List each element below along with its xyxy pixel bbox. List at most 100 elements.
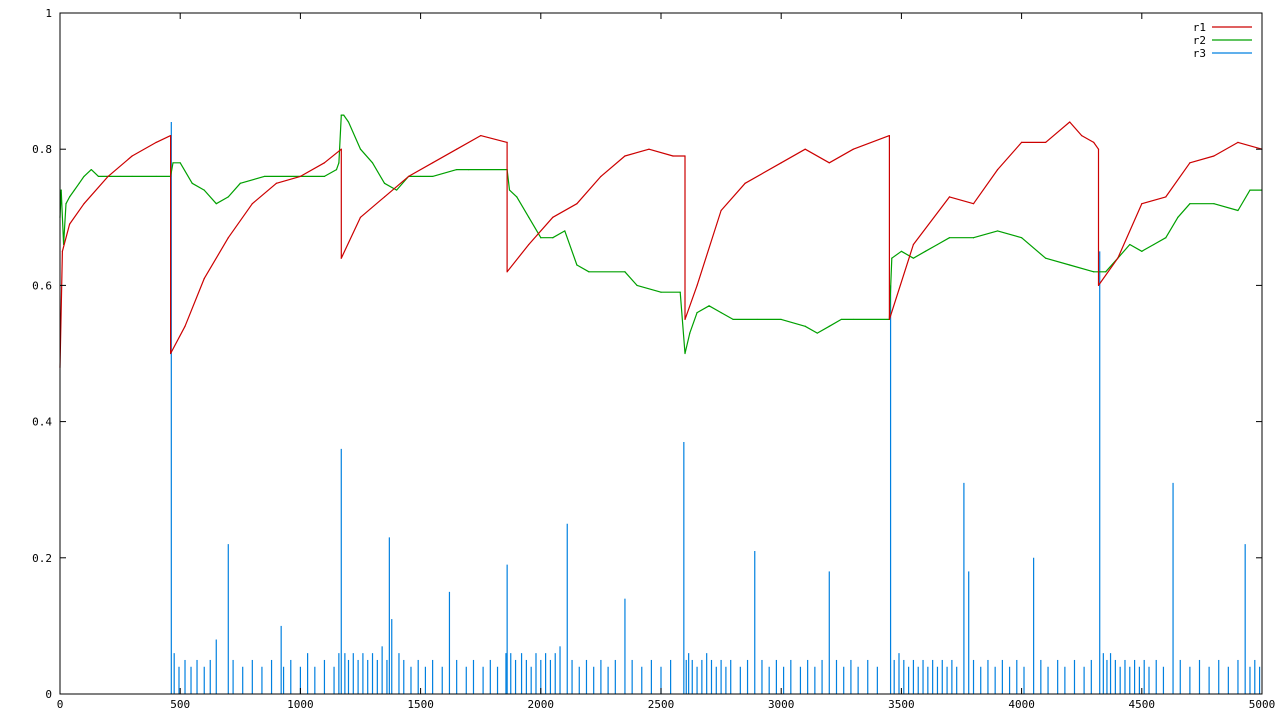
point-r2 [660, 291, 662, 293]
point-r1 [852, 148, 854, 150]
point-r2 [540, 237, 542, 239]
point-r1 [456, 148, 458, 150]
point-r2 [420, 175, 422, 178]
point-r2 [97, 175, 100, 178]
y-tick-label: 0.8 [32, 143, 52, 156]
point-r1 [744, 182, 746, 184]
point-r2 [83, 175, 85, 178]
point-r1 [1045, 141, 1047, 143]
legend-label-r2: r2 [1193, 34, 1206, 47]
point-r2 [624, 271, 626, 273]
point-r2 [60, 189, 62, 191]
point-r2 [359, 148, 362, 150]
point-r2 [1141, 250, 1143, 252]
point-r1 [184, 325, 186, 327]
point-r1 [251, 203, 253, 205]
point-r2 [263, 175, 265, 178]
point-r2 [936, 243, 939, 246]
series-r1 [59, 121, 1263, 368]
point-r2 [696, 312, 698, 314]
point-r1 [340, 148, 342, 150]
point-r2 [1213, 203, 1215, 205]
point-r2 [552, 237, 554, 239]
point-r2 [1129, 243, 1131, 246]
point-r1 [432, 162, 434, 164]
point-r2 [1165, 237, 1167, 239]
series-r2 [59, 114, 1263, 355]
point-r2 [1237, 209, 1239, 212]
point-r1 [323, 162, 326, 164]
point-r2 [131, 175, 133, 178]
ticks-layer: 0 500 1000 1500 2000 2500 3000 3500 4000 4500 5000… [32, 7, 1275, 711]
point-r2 [804, 325, 806, 327]
point-r1 [1093, 141, 1095, 143]
point-r1 [1097, 284, 1100, 286]
point-r2 [155, 175, 157, 178]
point-r1 [828, 162, 830, 164]
point-r2 [996, 230, 999, 232]
point-r1 [684, 155, 686, 157]
point-r2 [1249, 189, 1251, 191]
point-r2 [708, 305, 710, 307]
point-r2 [73, 189, 76, 191]
point-r2 [1177, 216, 1179, 218]
point-r1 [275, 182, 277, 184]
point-r1 [203, 277, 205, 280]
point-r1 [948, 196, 951, 198]
point-r1 [888, 318, 890, 321]
point-r2 [1105, 271, 1107, 273]
point-r1 [383, 196, 386, 198]
point-r1 [1165, 196, 1167, 198]
point-r2 [816, 332, 818, 334]
plot-frame [59, 12, 1263, 695]
point-r2 [191, 182, 193, 184]
point-r1 [1069, 121, 1071, 123]
point-r1 [169, 134, 172, 137]
point-r1 [684, 318, 686, 321]
point-r1 [696, 284, 698, 286]
point-r2 [912, 257, 915, 259]
point-r2 [215, 203, 217, 205]
point-r2 [239, 182, 241, 184]
y-tick-label: 1 [45, 7, 52, 20]
x-tick-label: 2000 [528, 698, 555, 711]
point-r2 [343, 114, 345, 116]
point-r2 [338, 162, 340, 164]
point-r1 [912, 243, 915, 246]
point-r2 [172, 162, 174, 164]
point-r2 [924, 250, 927, 252]
point-r1 [1097, 148, 1100, 150]
point-r2 [840, 318, 842, 321]
point-r2 [528, 216, 530, 218]
point-r2 [636, 284, 638, 286]
point-r1 [340, 257, 342, 259]
point-r2 [119, 175, 121, 178]
point-r1 [972, 203, 975, 205]
point-r2 [65, 203, 67, 205]
point-r1 [131, 155, 133, 157]
point-r1 [780, 162, 782, 164]
point-r1 [672, 155, 674, 157]
x-tick-label: 500 [170, 698, 190, 711]
point-r2 [340, 114, 342, 116]
point-r2 [516, 196, 518, 198]
legend-label-r1: r1 [1193, 21, 1206, 34]
point-r2 [756, 318, 758, 321]
point-r2 [383, 182, 386, 184]
x-tick-label: 1500 [407, 698, 434, 711]
point-r1 [1141, 203, 1143, 205]
point-r2 [891, 257, 893, 259]
point-r1 [83, 203, 85, 205]
point-r2 [456, 169, 458, 171]
point-r2 [78, 182, 80, 184]
point-r2 [227, 196, 229, 198]
point-r1 [720, 209, 722, 212]
point-r2 [323, 175, 326, 178]
point-r1 [552, 216, 554, 218]
point-r2 [1093, 271, 1095, 273]
point-r1 [359, 216, 362, 218]
point-r1 [480, 134, 482, 137]
point-r1 [299, 175, 301, 178]
x-tick-label: 4500 [1129, 698, 1156, 711]
x-tick-label: 5000 [1249, 698, 1276, 711]
